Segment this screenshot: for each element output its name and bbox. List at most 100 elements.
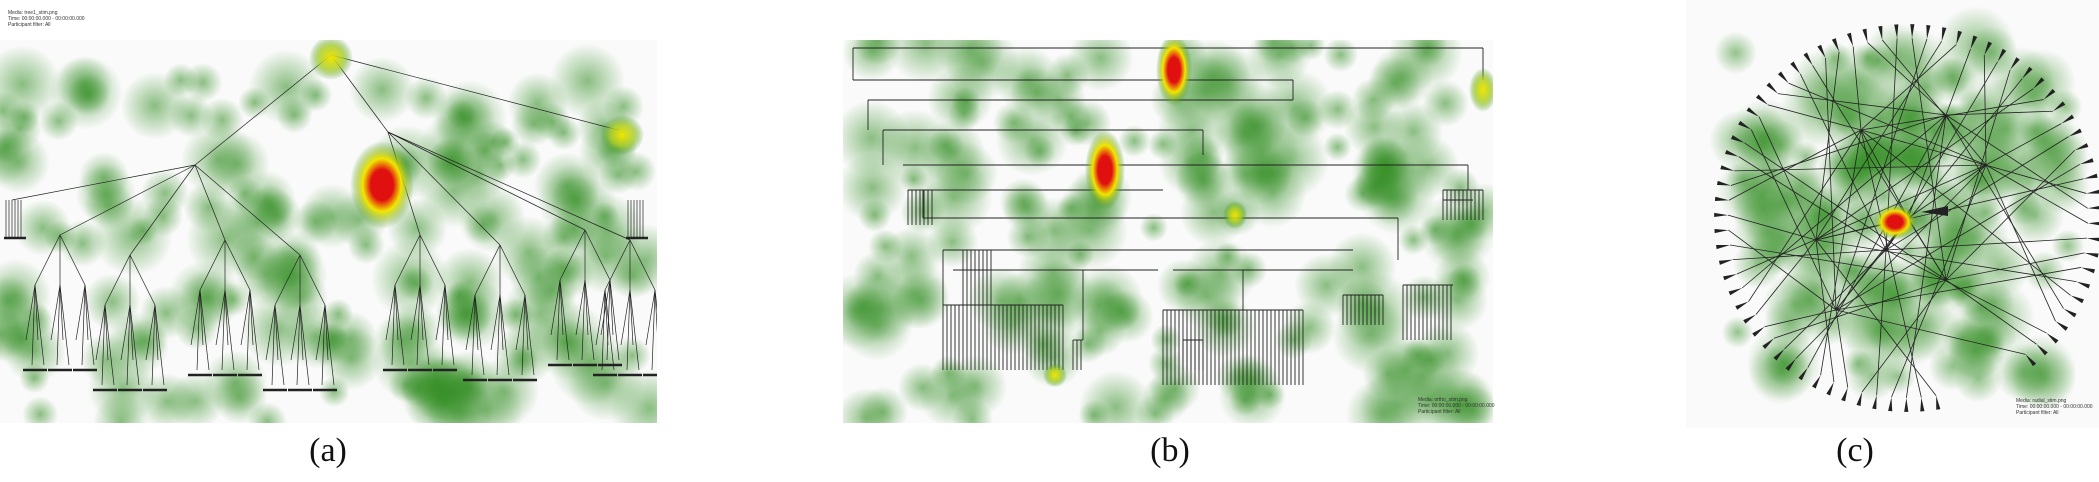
leaf-fan bbox=[1752, 326, 1765, 337]
tree-edge bbox=[324, 304, 329, 361]
heat-blob bbox=[843, 283, 886, 328]
heat-blob bbox=[182, 62, 223, 103]
leaf-fan bbox=[1936, 395, 1941, 410]
leaf-fan bbox=[1817, 44, 1826, 58]
heat-blob bbox=[930, 355, 967, 391]
heat-blob bbox=[0, 130, 50, 194]
heat-blob bbox=[1150, 323, 1182, 356]
tree-edge bbox=[1860, 129, 1909, 219]
tree-edge bbox=[1788, 82, 1987, 166]
tree-edge bbox=[321, 304, 326, 386]
heat-blob bbox=[259, 240, 328, 309]
tree-edge bbox=[59, 164, 196, 236]
legend-line: Participant filter: All bbox=[1418, 409, 1461, 415]
leaf-fan bbox=[1970, 35, 1978, 50]
tree-edge bbox=[34, 284, 39, 341]
leaf-fan bbox=[2043, 88, 2056, 100]
heat-blob bbox=[1023, 135, 1056, 168]
tree-edge bbox=[1852, 46, 1862, 131]
tree-edge bbox=[1945, 110, 2053, 116]
heat-blob bbox=[1182, 134, 1225, 177]
leaf-fan bbox=[1926, 25, 1931, 40]
tree-edge bbox=[1767, 104, 1862, 131]
tree-edge bbox=[1799, 73, 1887, 251]
caption-c: (c) bbox=[1836, 432, 1874, 469]
tree-edge bbox=[56, 284, 61, 366]
heat-blob bbox=[1930, 57, 1979, 105]
tree-edge bbox=[474, 294, 485, 376]
tree-edge bbox=[435, 284, 446, 341]
leaf-fan bbox=[2033, 77, 2045, 89]
tree-edge bbox=[604, 239, 631, 291]
heat-blob bbox=[168, 93, 213, 138]
tree-edge bbox=[1730, 114, 1947, 186]
tree-edge bbox=[1744, 142, 1947, 281]
tree-edge bbox=[575, 279, 586, 336]
tree-edge bbox=[59, 284, 64, 341]
tree-edge bbox=[556, 279, 561, 361]
leaf-fan bbox=[1798, 367, 1808, 381]
heat-blob bbox=[1721, 316, 1754, 349]
legend-line: Participant filter: All bbox=[2016, 410, 2059, 416]
heat-blob bbox=[247, 401, 287, 423]
tree-edge bbox=[1861, 279, 1947, 393]
leaf-fan bbox=[1725, 149, 1739, 157]
tree-layer bbox=[4, 54, 657, 392]
tree-edge bbox=[1945, 149, 2076, 281]
tree-edge bbox=[274, 254, 301, 306]
leaf-fan bbox=[2084, 252, 2099, 258]
tree-edge bbox=[199, 289, 210, 371]
tree-edge bbox=[595, 289, 606, 346]
tree-edge bbox=[221, 289, 226, 371]
tree-edge bbox=[199, 239, 226, 291]
heat-blob bbox=[220, 188, 291, 258]
hotspot bbox=[1043, 363, 1067, 387]
heat-blob bbox=[1179, 178, 1248, 247]
heat-layer bbox=[0, 43, 657, 423]
tree-edge bbox=[609, 279, 620, 361]
heat-blob bbox=[1275, 40, 1310, 65]
heat-blob bbox=[1323, 132, 1352, 162]
tree-edge bbox=[387, 131, 586, 231]
heat-blob bbox=[22, 396, 59, 423]
leaf-fan bbox=[2074, 143, 2089, 151]
tree-edge bbox=[654, 289, 657, 311]
legend-line: Time: 00:00:00.000 - 00:00:00.000 bbox=[1418, 403, 1495, 409]
tree-edge bbox=[1812, 65, 1947, 281]
tree-edge bbox=[1885, 249, 2047, 334]
tree-edge bbox=[299, 304, 304, 361]
tree-edge bbox=[626, 289, 631, 371]
tree-edge bbox=[296, 304, 301, 386]
tree-edge bbox=[190, 289, 201, 346]
heat-blob bbox=[1049, 95, 1092, 138]
leaf-fan bbox=[1831, 38, 1840, 52]
heatmap-panel-b bbox=[843, 40, 1493, 423]
tree-edge bbox=[324, 304, 335, 386]
tree-edge bbox=[299, 254, 326, 306]
heat-blob bbox=[1714, 31, 1758, 75]
tree-edge bbox=[11, 164, 196, 201]
heat-blob bbox=[1192, 295, 1256, 359]
tree-edge bbox=[274, 304, 285, 386]
tree-edge bbox=[151, 304, 156, 386]
heat-blob bbox=[67, 74, 111, 117]
heat-blob bbox=[248, 49, 324, 125]
heat-blob bbox=[78, 151, 130, 203]
leaf-fan bbox=[1714, 212, 1729, 218]
tree-edge bbox=[224, 289, 235, 371]
heat-blob bbox=[1952, 124, 2030, 202]
heat-blob bbox=[1426, 269, 1489, 331]
tree-edge bbox=[1815, 88, 2034, 241]
leaf-fan bbox=[1738, 120, 1752, 130]
heat-blob bbox=[1447, 384, 1493, 423]
heat-blob bbox=[1819, 41, 1852, 74]
tree-edge bbox=[1773, 279, 1947, 339]
heat-blob bbox=[1863, 22, 1930, 89]
heat-blob bbox=[80, 333, 134, 387]
tree-edge bbox=[120, 304, 131, 361]
caption-b: (b) bbox=[1150, 432, 1190, 469]
tree-edge bbox=[274, 304, 279, 361]
leaf-fan bbox=[2025, 354, 2037, 367]
tree-edge bbox=[104, 254, 131, 306]
hotspot bbox=[600, 115, 644, 155]
